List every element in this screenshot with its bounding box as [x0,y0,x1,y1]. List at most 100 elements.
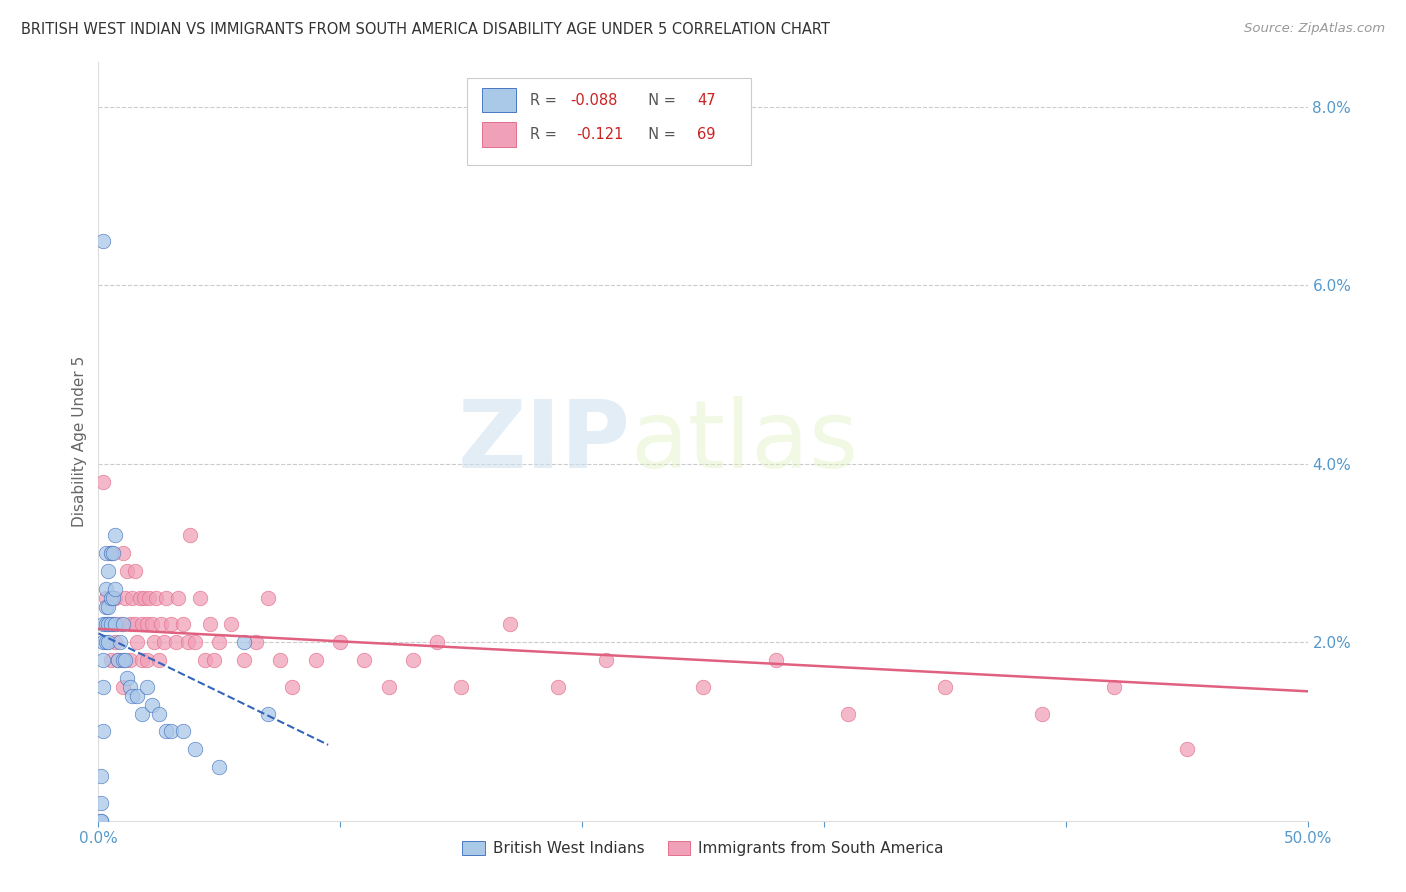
Point [232,653,254,667]
Point [204,653,226,667]
Point [94,582,117,596]
Point [100,591,122,605]
Point [111,617,134,632]
Point [91,724,114,739]
Point [141,617,163,632]
Point [104,617,127,632]
Point [1031,706,1053,721]
Text: R =: R = [530,127,567,142]
Point [114,653,136,667]
Point [118,653,141,667]
Point [117,671,139,685]
Point [121,689,143,703]
Point [595,653,617,667]
Point [198,617,221,632]
Point [100,546,122,560]
Point [94,591,117,605]
Point [97,564,120,578]
Point [547,680,569,694]
Text: BRITISH WEST INDIAN VS IMMIGRANTS FROM SOUTH AMERICA DISABILITY AGE UNDER 5 CORR: BRITISH WEST INDIAN VS IMMIGRANTS FROM S… [21,22,830,37]
Point [121,591,143,605]
Point [450,680,472,694]
Point [118,680,141,694]
Point [353,653,375,667]
Point [305,653,328,667]
Point [143,635,166,649]
Point [135,617,157,632]
Point [208,760,231,774]
Point [111,680,134,694]
Point [150,617,173,632]
Point [498,617,520,632]
Bar [482,122,516,146]
Point [256,706,278,721]
Point [90,769,112,783]
Point [107,653,129,667]
Point [91,475,114,489]
Text: Source: ZipAtlas.com: Source: ZipAtlas.com [1244,22,1385,36]
Point [177,635,200,649]
Point [141,698,163,712]
Point [100,653,122,667]
Point [101,591,124,605]
Point [221,617,243,632]
Point [692,680,714,694]
Point [114,591,136,605]
Point [97,617,120,632]
Point [91,680,114,694]
Point [91,635,114,649]
Point [135,680,157,694]
Y-axis label: Disability Age Under 5: Disability Age Under 5 [72,356,87,527]
Point [167,591,190,605]
Point [111,653,134,667]
Point [184,742,207,756]
Point [232,635,254,649]
Point [101,546,124,560]
Point [155,724,177,739]
Point [160,617,183,632]
Point [118,617,141,632]
Point [104,582,127,596]
Point [91,653,114,667]
Point [135,653,157,667]
Point [97,635,120,649]
Point [148,706,170,721]
Point [145,591,167,605]
Point [1175,742,1198,756]
Text: atlas: atlas [630,395,859,488]
Point [100,546,122,560]
Point [90,814,112,828]
Point [108,617,131,632]
Point [194,653,217,667]
Point [377,680,399,694]
Text: -0.121: -0.121 [576,127,623,142]
Point [131,706,153,721]
Point [104,591,127,605]
Point [104,528,127,542]
Point [127,689,149,703]
Point [111,546,134,560]
Point [152,635,174,649]
Legend: British West Indians, Immigrants from South America: British West Indians, Immigrants from So… [457,835,949,863]
Text: N =: N = [638,127,681,142]
Point [101,617,124,632]
Point [131,617,153,632]
Point [124,564,146,578]
Point [91,234,114,248]
Point [1102,680,1125,694]
Point [100,617,122,632]
Bar [482,88,516,112]
Point [765,653,787,667]
Text: N =: N = [638,93,681,108]
Text: 69: 69 [697,127,716,142]
Point [165,635,187,649]
Point [179,528,201,542]
Point [108,635,131,649]
Text: 47: 47 [697,93,716,108]
Point [138,591,160,605]
Point [329,635,352,649]
Point [281,680,304,694]
Point [172,617,194,632]
Point [269,653,291,667]
Point [94,599,117,614]
